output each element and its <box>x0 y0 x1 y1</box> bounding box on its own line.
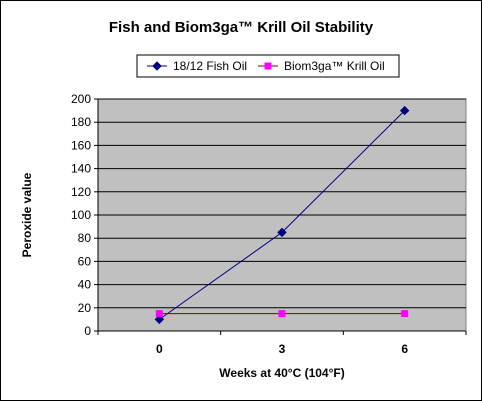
legend-label: Biom3ga™ Krill Oil <box>284 59 385 73</box>
data-point <box>155 310 163 318</box>
data-point <box>401 310 409 318</box>
y-tick-label: 100 <box>71 208 91 222</box>
y-tick-label: 200 <box>71 92 91 106</box>
y-tick-label: 0 <box>84 324 91 338</box>
y-tick-label: 160 <box>71 138 91 152</box>
data-point <box>399 105 410 116</box>
y-tick-label: 40 <box>78 278 92 292</box>
chart-title: Fish and Biom3ga™ Krill Oil Stability <box>109 19 374 36</box>
y-tick-label: 180 <box>71 115 91 129</box>
x-axis-label: Weeks at 40°C (104°F) <box>219 366 344 380</box>
axes <box>94 98 467 335</box>
y-tick-label: 60 <box>78 254 92 268</box>
data-point <box>277 227 287 238</box>
series-layer <box>154 105 410 325</box>
y-tick-label: 20 <box>78 301 92 315</box>
y-tick-labels: 0 20 40 60 80 100 120 140 160 180 200 <box>71 92 91 338</box>
legend: 18/12 Fish Oil Biom3ga™ Krill Oil <box>136 54 400 78</box>
legend-marker <box>152 61 162 71</box>
data-point <box>278 310 286 318</box>
y-axis-label: Peroxide value <box>20 172 34 257</box>
x-tick-label: 6 <box>401 342 408 356</box>
y-tick-label: 120 <box>71 185 91 199</box>
y-tick-label: 80 <box>78 231 92 245</box>
x-tick-label: 0 <box>156 342 163 356</box>
data-point <box>154 314 165 325</box>
y-tick-label: 140 <box>71 162 91 176</box>
gridlines <box>98 98 466 309</box>
x-tick-label: 3 <box>279 342 286 356</box>
legend-label: 18/12 Fish Oil <box>173 59 247 73</box>
legend-marker <box>264 62 272 70</box>
x-tick-labels: 0 3 6 <box>156 342 408 356</box>
